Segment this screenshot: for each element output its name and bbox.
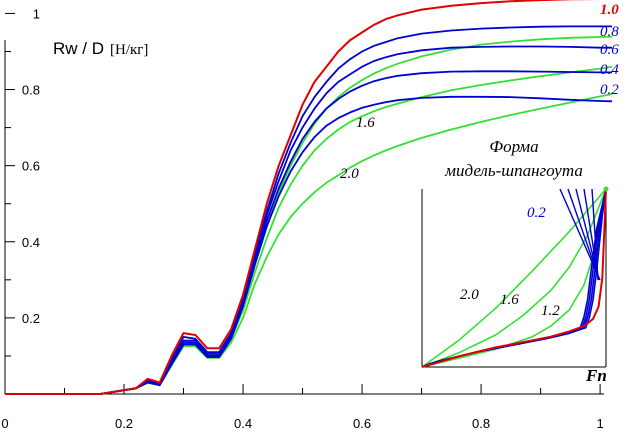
- labels-layer: 1.0 0.8 0.6 0.4 0.2 1.6 2.0 0.2 2.0 1.6 1.2: [340, 2, 619, 319]
- y-tick-label: 1: [33, 6, 40, 21]
- inset-curve-1-0: [421, 188, 607, 368]
- series-label-inset-1-6: 1.6: [500, 292, 519, 308]
- series-layer: [5, 0, 613, 395]
- ticks-layer: 0.2 0.4 0.6 0.8 1 0 0.2 0.4 0.6 0.8 1: [1, 6, 603, 431]
- y-axis-label: Rw / D [Н/кг]: [53, 39, 148, 58]
- y-tick-label: 0.4: [22, 235, 40, 250]
- series-label-0-4: 0.4: [600, 62, 619, 78]
- series-label-0-8: 0.8: [600, 24, 619, 40]
- series-label-2-0: 2.0: [340, 166, 359, 182]
- x-tick-label: 0: [1, 416, 8, 431]
- inset-fan-line: [583, 188, 600, 281]
- x-axis-label: Fn: [585, 366, 607, 385]
- x-tick-label: 0.8: [472, 416, 490, 431]
- series-label-0-6: 0.6: [600, 42, 619, 58]
- series-line-0-2: [5, 95, 613, 395]
- series-label-inset-1-2: 1.2: [541, 303, 560, 319]
- x-tick-label: 1: [596, 416, 603, 431]
- inset-fan-line: [559, 188, 601, 281]
- x-tick-label: 0.2: [115, 416, 133, 431]
- inset-curve-1-6: [421, 188, 607, 368]
- inset-fan-line: [575, 188, 600, 281]
- series-label-inset-0-2: 0.2: [527, 205, 546, 221]
- series-label-inset-2-0: 2.0: [460, 287, 479, 303]
- series-label-1-6: 1.6: [356, 115, 375, 131]
- inset-fan-line: [567, 188, 601, 281]
- inset-title-line-1: Форма: [489, 137, 538, 156]
- series-line-1-0: [5, 0, 612, 395]
- inset-layer: [421, 186, 609, 368]
- inset-fan-line: [591, 188, 599, 281]
- series-label-0-2: 0.2: [600, 82, 619, 98]
- inset-top-marker: [603, 186, 609, 192]
- series-label-1-0: 1.0: [600, 2, 619, 18]
- x-tick-label: 0.4: [234, 416, 252, 431]
- y-tick-label: 0.2: [22, 311, 40, 326]
- inset-title-line-2: мидель-шпангоута: [444, 161, 583, 180]
- y-tick-label: 0.6: [22, 159, 40, 174]
- y-tick-label: 0.8: [22, 83, 40, 98]
- inset-curves: [421, 186, 609, 368]
- x-tick-label: 0.6: [353, 416, 371, 431]
